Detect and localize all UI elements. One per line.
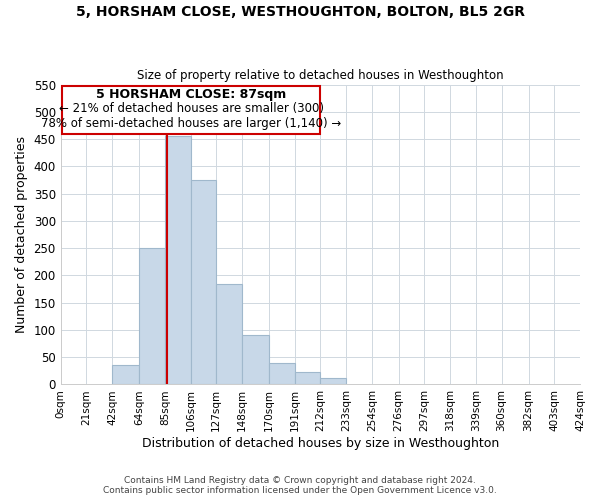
Text: ← 21% of detached houses are smaller (300): ← 21% of detached houses are smaller (30… <box>59 102 323 115</box>
Bar <box>165 136 191 384</box>
X-axis label: Distribution of detached houses by size in Westhoughton: Distribution of detached houses by size … <box>142 437 499 450</box>
Text: 78% of semi-detached houses are larger (1,140) →: 78% of semi-detached houses are larger (… <box>41 116 341 130</box>
Bar <box>216 284 242 384</box>
FancyBboxPatch shape <box>62 86 320 134</box>
Text: 5, HORSHAM CLOSE, WESTHOUGHTON, BOLTON, BL5 2GR: 5, HORSHAM CLOSE, WESTHOUGHTON, BOLTON, … <box>76 5 524 19</box>
Bar <box>139 248 165 384</box>
Bar <box>295 372 320 384</box>
Bar <box>242 336 269 384</box>
Bar <box>269 362 295 384</box>
Text: Contains HM Land Registry data © Crown copyright and database right 2024.
Contai: Contains HM Land Registry data © Crown c… <box>103 476 497 495</box>
Y-axis label: Number of detached properties: Number of detached properties <box>15 136 28 333</box>
Bar <box>112 366 139 384</box>
Bar <box>191 180 216 384</box>
Bar <box>320 378 346 384</box>
Title: Size of property relative to detached houses in Westhoughton: Size of property relative to detached ho… <box>137 69 503 82</box>
Text: 5 HORSHAM CLOSE: 87sqm: 5 HORSHAM CLOSE: 87sqm <box>96 88 286 101</box>
